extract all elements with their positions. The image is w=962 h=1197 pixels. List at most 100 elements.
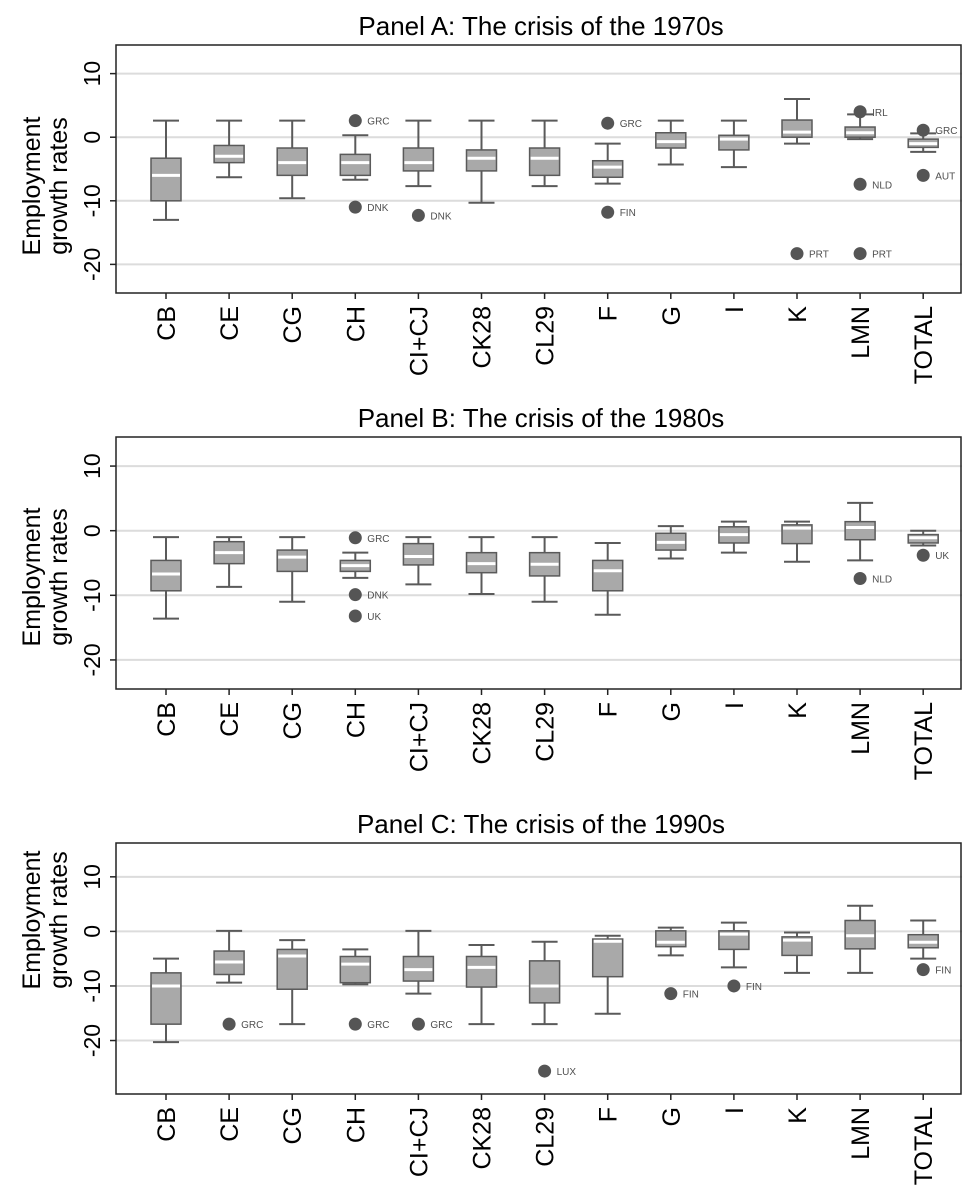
- outlier-point: [411, 1017, 425, 1031]
- box: [402, 542, 435, 566]
- y-axis-label: Employment: [18, 507, 46, 646]
- y-axis-label: growth rates: [45, 508, 73, 646]
- y-tick-label: 0: [79, 925, 105, 938]
- outlier-label: FIN: [683, 990, 699, 1001]
- y-axis-label: growth rates: [45, 851, 73, 989]
- outlier-point: [348, 1017, 362, 1031]
- outlier-point: [853, 105, 867, 119]
- plot-frame: [115, 842, 962, 1095]
- outlier-point: [853, 572, 867, 586]
- panel-title: Panel C: The crisis of the 1990s: [357, 809, 725, 839]
- outlier-label: IRL: [872, 108, 888, 119]
- outlier-label: GRC: [620, 119, 642, 130]
- panel-title: Panel B: The crisis of the 1980s: [358, 403, 725, 433]
- x-tick-label: F: [595, 702, 623, 717]
- y-tick-label: 0: [79, 524, 105, 537]
- y-tick-label: -20: [79, 643, 105, 676]
- x-tick-label: CL29: [532, 306, 560, 366]
- x-tick-label: K: [784, 702, 812, 719]
- box: [655, 930, 687, 948]
- box: [781, 119, 813, 138]
- outlier-label: GRC: [241, 1020, 263, 1031]
- y-axis-label: Employment: [18, 850, 46, 989]
- outlier-point: [916, 548, 930, 562]
- outlier-point: [853, 177, 867, 191]
- outlier-label: NLD: [872, 575, 892, 586]
- y-tick-label: -10: [79, 969, 105, 1002]
- x-tick-label: F: [595, 1107, 623, 1122]
- x-tick-label: CG: [279, 1107, 307, 1145]
- box: [528, 960, 561, 1004]
- plot-area: 10 0 -10 -20 GRC DNK UK NLD UK CB CE CG CH CI+CJ CK28 C…: [79, 436, 962, 780]
- outlier-label: DNK: [430, 211, 451, 222]
- x-tick-label: CI+CJ: [405, 1107, 433, 1177]
- y-axis-label: growth rates: [45, 117, 73, 255]
- x-tick-label: K: [784, 306, 812, 323]
- y-tick-label: -20: [79, 248, 105, 281]
- x-tick-label: CB: [153, 1107, 181, 1142]
- outlier-label: GRC: [367, 534, 389, 545]
- y-axis-label: Employment: [18, 116, 46, 255]
- outlier-point: [348, 588, 362, 602]
- x-tick-label: CH: [342, 1107, 370, 1143]
- x-tick-label: CH: [342, 306, 370, 342]
- y-tick-label: 10: [79, 61, 105, 87]
- y-tick-label: -10: [79, 184, 105, 217]
- outlier-label: GRC: [367, 117, 389, 128]
- outlier-point: [601, 116, 615, 130]
- outlier-point: [601, 205, 615, 219]
- x-tick-label: CK28: [469, 306, 497, 369]
- panel-a: Panel A: The crisis of the 1970s Employm…: [18, 11, 962, 384]
- outlier-point: [790, 247, 804, 261]
- outlier-label: AUT: [935, 171, 955, 182]
- x-tick-label: CK28: [469, 702, 497, 765]
- outlier-label: DNK: [367, 203, 388, 214]
- plot-area: 10 0 -10 -20 GRC GRC GRC LUX FIN FIN FIN CB CE CG CH CI…: [79, 842, 962, 1185]
- x-tick-label: CE: [216, 702, 244, 737]
- y-tick-label: -20: [79, 1024, 105, 1057]
- box: [844, 520, 876, 541]
- x-tick-label: TOTAL: [910, 306, 938, 384]
- box: [591, 938, 624, 978]
- x-tick-label: CB: [153, 702, 181, 737]
- outlier-label: FIN: [746, 982, 762, 993]
- outlier-point: [916, 123, 930, 137]
- x-tick-label: CI+CJ: [405, 306, 433, 376]
- outlier-point: [348, 531, 362, 545]
- y-tick-label: -10: [79, 579, 105, 612]
- box: [591, 559, 624, 592]
- plot-frame: [115, 436, 962, 690]
- x-tick-label: F: [595, 306, 623, 321]
- x-tick-label: G: [658, 306, 686, 325]
- box: [150, 972, 182, 1025]
- outlier-point: [916, 963, 930, 977]
- plot-frame: [115, 44, 962, 294]
- outlier-label: GRC: [935, 126, 957, 137]
- outlier-label: PRT: [872, 250, 892, 261]
- outlier-point: [916, 168, 930, 182]
- y-tick-label: 0: [79, 131, 105, 144]
- box: [402, 147, 435, 172]
- x-tick-label: CL29: [532, 702, 560, 762]
- y-tick-label: 10: [79, 453, 105, 479]
- x-tick-label: CH: [342, 702, 370, 738]
- x-tick-label: TOTAL: [910, 1107, 938, 1185]
- box: [591, 159, 624, 179]
- outlier-label: FIN: [935, 966, 951, 977]
- box: [465, 955, 498, 988]
- plot-area: 10 0 -10 -20 GRC DNK DNK GRC FIN PRT IRL NLD PRT GRC A…: [79, 44, 962, 384]
- outlier-label: PRT: [809, 250, 829, 261]
- x-tick-label: CE: [216, 1107, 244, 1142]
- box: [339, 955, 372, 984]
- x-tick-label: CG: [279, 306, 307, 344]
- x-tick-label: TOTAL: [910, 702, 938, 780]
- x-tick-label: G: [658, 1107, 686, 1126]
- box: [339, 153, 372, 177]
- x-tick-label: I: [721, 306, 749, 313]
- x-tick-label: K: [784, 1107, 812, 1124]
- outlier-label: DNK: [367, 591, 388, 602]
- x-tick-label: LMN: [847, 306, 875, 359]
- outlier-point: [348, 114, 362, 128]
- panel-b: Panel B: The crisis of the 1980s Employm…: [18, 403, 962, 780]
